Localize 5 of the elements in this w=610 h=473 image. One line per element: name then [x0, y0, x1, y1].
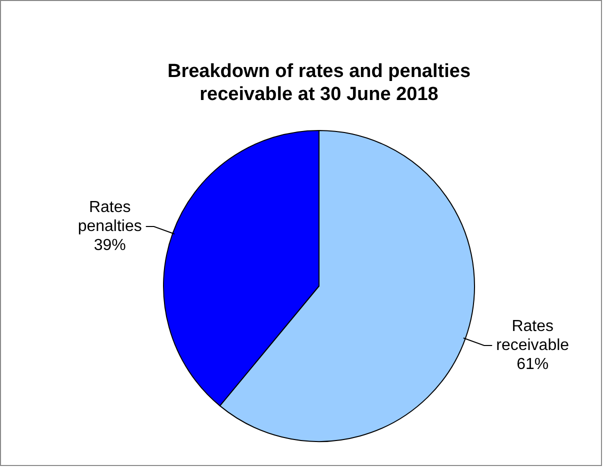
- data-label: 39%: [94, 236, 126, 254]
- slice-label: Rates receivable: [496, 318, 570, 354]
- chart-title: Breakdown of rates and penalties receivable at 30 June 2018: [166, 60, 472, 106]
- data-label: 61%: [516, 356, 549, 373]
- slice-label: Rates penalties: [78, 198, 142, 235]
